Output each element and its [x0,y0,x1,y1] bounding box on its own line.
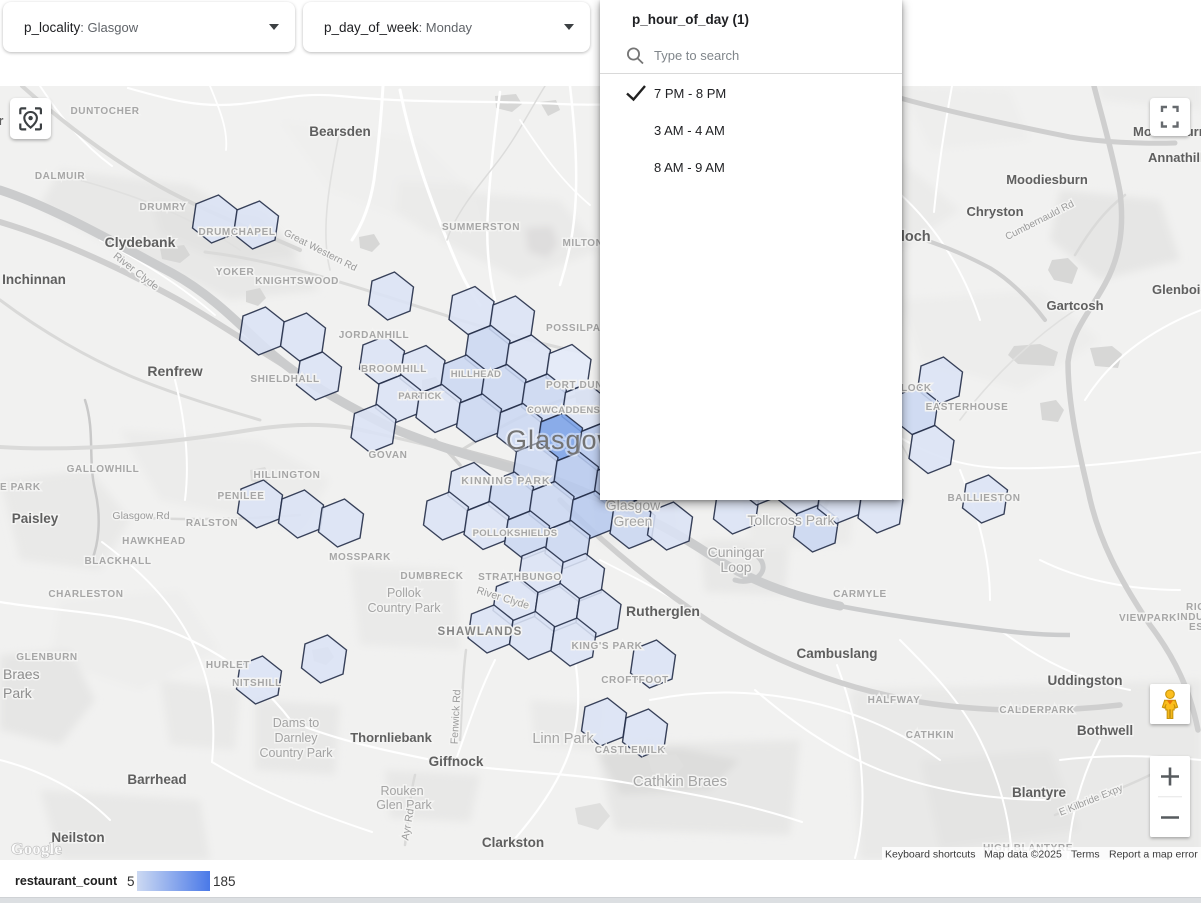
svg-text:INDU: INDU [1177,612,1201,623]
svg-text:Glasgow: Glasgow [506,425,618,455]
svg-text:Cathkin Braes: Cathkin Braes [633,773,727,790]
svg-text:Fenwick Rd: Fenwick Rd [449,689,464,745]
svg-text:CROFTFOOT: CROFTFOOT [601,675,669,686]
svg-text:NITSHILL: NITSHILL [232,678,282,689]
svg-text:Report a map error: Report a map error [1109,849,1198,861]
svg-text:Chryston: Chryston [966,204,1023,219]
svg-text:GALLOWHILL: GALLOWHILL [67,464,140,475]
svg-text:Loop: Loop [720,559,751,575]
svg-text:POSSILPARK: POSSILPARK [546,323,616,334]
svg-text:Rutherglen: Rutherglen [626,603,700,619]
svg-text:KINNING PARK: KINNING PARK [461,475,550,487]
svg-text:Blantyre: Blantyre [1012,785,1067,800]
svg-text:tr: tr [0,113,3,128]
svg-text:CALDERPARK: CALDERPARK [999,705,1074,716]
svg-text:PARTICK: PARTICK [398,391,442,402]
svg-text:Cuningar: Cuningar [708,544,765,560]
svg-text:Pollok: Pollok [387,586,422,600]
svg-text:Cambuslang: Cambuslang [796,646,877,661]
svg-text:DRUMRY: DRUMRY [139,202,186,213]
svg-text:Gartcosh: Gartcosh [1046,298,1103,313]
svg-text:COWCADDENS: COWCADDENS [527,405,600,416]
svg-text:STRATHBUNGO: STRATHBUNGO [478,572,562,583]
svg-text:Bothwell: Bothwell [1077,723,1133,738]
svg-text:Clarkston: Clarkston [482,835,544,850]
svg-text:SHIELDHALL: SHIELDHALL [250,374,319,385]
svg-text:Clydebank: Clydebank [105,234,176,250]
svg-text:Terms: Terms [1071,849,1100,861]
svg-text:RIG: RIG [1186,602,1201,613]
svg-text:DUMBRECK: DUMBRECK [400,571,463,582]
svg-text:Neilston: Neilston [51,830,104,845]
svg-text:Glenboig: Glenboig [1152,282,1201,297]
svg-text:KING'S PARK: KING'S PARK [571,641,642,652]
svg-text:RALSTON: RALSTON [186,518,238,529]
svg-text:POLLOKSHIELDS: POLLOKSHIELDS [473,528,558,539]
svg-text:Bearsden: Bearsden [309,124,371,139]
svg-text:Linn Park: Linn Park [532,731,594,747]
svg-text:JORDANHILL: JORDANHILL [339,330,409,341]
svg-text:HAWKHEAD: HAWKHEAD [122,536,186,547]
svg-text:Green: Green [614,513,653,529]
svg-text:PENILEE: PENILEE [218,491,265,502]
svg-text:LOCK: LOCK [901,383,932,394]
svg-text:DALMUIR: DALMUIR [35,171,85,182]
svg-text:Rouken: Rouken [380,784,423,798]
svg-text:KNIGHTSWOOD: KNIGHTSWOOD [255,276,339,287]
svg-text:BAILLIESTON: BAILLIESTON [947,493,1020,504]
svg-text:Giffnock: Giffnock [429,754,484,769]
svg-text:Map data ©2025: Map data ©2025 [984,849,1062,861]
svg-text:CARMYLE: CARMYLE [833,589,887,600]
svg-text:Braes: Braes [3,666,40,682]
svg-text:VIEWPARK: VIEWPARK [1119,613,1177,624]
svg-text:Paisley: Paisley [12,511,59,526]
svg-text:Tollcross Park: Tollcross Park [747,512,835,528]
svg-text:CATHKIN: CATHKIN [906,730,954,741]
svg-text:Darnley: Darnley [274,731,318,745]
svg-text:CASTLEMILK: CASTLEMILK [595,745,666,756]
svg-text:DUNTOCHER: DUNTOCHER [70,106,139,117]
svg-text:HILLINGTON: HILLINGTON [254,470,321,481]
svg-text:Glen Park: Glen Park [376,798,432,812]
svg-text:Renfrew: Renfrew [147,363,202,379]
svg-text:Dams to: Dams to [273,716,320,730]
svg-text:Park: Park [3,685,33,701]
svg-text:ES: ES [1189,622,1201,633]
svg-text:Keyboard shortcuts: Keyboard shortcuts [885,849,975,861]
svg-text:HURLET: HURLET [206,660,250,671]
svg-text:Annathill: Annathill [1148,150,1201,165]
svg-text:HALFWAY: HALFWAY [868,695,921,706]
svg-text:Glasgow Rd: Glasgow Rd [112,510,169,522]
svg-text:Glasgow: Glasgow [606,497,661,513]
svg-text:E PARK: E PARK [0,482,41,493]
svg-text:Google: Google [11,841,62,858]
svg-text:Uddingston: Uddingston [1048,673,1123,688]
svg-text:Moodiesburn: Moodiesburn [1006,172,1088,187]
svg-text:HILLHEAD: HILLHEAD [451,369,501,380]
svg-text:Country Park: Country Park [260,746,334,760]
svg-text:DRUMCHAPEL: DRUMCHAPEL [198,227,275,238]
svg-text:SUMMERSTON: SUMMERSTON [442,222,520,233]
svg-text:SHAWLANDS: SHAWLANDS [438,626,523,638]
svg-text:MOSSPARK: MOSSPARK [329,552,391,563]
svg-text:YOKER: YOKER [216,267,255,278]
svg-text:Inchinnan: Inchinnan [2,272,66,287]
svg-text:GOVAN: GOVAN [369,450,408,461]
svg-text:MILTON: MILTON [562,238,603,249]
svg-text:Country Park: Country Park [368,601,442,615]
svg-text:Barrhead: Barrhead [127,772,186,787]
svg-text:EASTERHOUSE: EASTERHOUSE [926,402,1009,413]
svg-text:GLENBURN: GLENBURN [16,652,77,663]
svg-text:Thornliebank: Thornliebank [350,730,432,745]
svg-text:CHARLESTON: CHARLESTON [48,589,123,600]
svg-text:BROOMHILL: BROOMHILL [361,364,427,375]
svg-text:BLACKHALL: BLACKHALL [84,556,151,567]
